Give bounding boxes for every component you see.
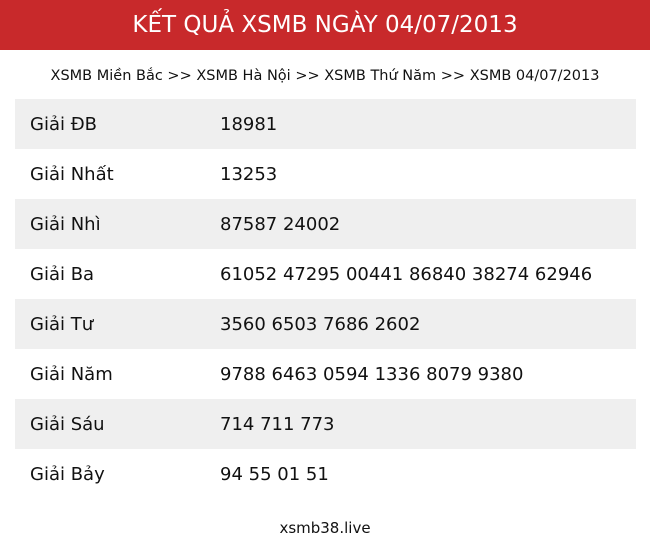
table-row: Giải Năm 9788 6463 0594 1336 8079 9380 bbox=[15, 349, 636, 399]
prize-label: Giải Tư bbox=[30, 313, 94, 335]
breadcrumb-separator: >> bbox=[440, 68, 466, 84]
breadcrumb-separator: >> bbox=[295, 68, 320, 84]
table-row: Giải Tư 3560 6503 7686 2602 bbox=[15, 299, 636, 349]
prize-label: Giải Bảy bbox=[30, 463, 105, 485]
results-table: Giải ĐB 18981 Giải Nhất 13253 Giải Nhì 8758… bbox=[15, 99, 636, 499]
table-row: Giải ĐB 18981 bbox=[15, 99, 636, 149]
prize-label: Giải Nhì bbox=[30, 213, 101, 235]
footer-site-name: xsmb38.live bbox=[279, 519, 371, 537]
prize-label: Giải Nhất bbox=[30, 163, 114, 185]
page-title: KẾT QUẢ XSMB NGÀY 04/07/2013 bbox=[0, 0, 650, 50]
prize-value: 13253 bbox=[220, 163, 278, 185]
prize-value: 94 55 01 51 bbox=[220, 463, 329, 485]
prize-value: 87587 24002 bbox=[220, 213, 341, 235]
prize-label: Giải ĐB bbox=[30, 113, 97, 135]
prize-label: Giải Ba bbox=[30, 263, 95, 285]
table-row: Giải Sáu 714 711 773 bbox=[15, 399, 636, 449]
prize-label: Giải Năm bbox=[30, 363, 113, 385]
breadcrumb-separator: >> bbox=[167, 68, 192, 84]
table-row: Giải Ba 61052 47295 00441 86840 38274 629… bbox=[15, 249, 636, 299]
prize-label: Giải Sáu bbox=[30, 413, 105, 435]
prize-value: 18981 bbox=[220, 113, 278, 135]
prize-value: 714 711 773 bbox=[220, 413, 335, 435]
breadcrumb-link-mien-bac[interactable]: XSMB Miền Bắc bbox=[50, 68, 163, 84]
breadcrumb-current-date[interactable]: XSMB 04/07/2013 bbox=[469, 68, 600, 84]
table-row: Giải Nhất 13253 bbox=[15, 149, 636, 199]
breadcrumb: XSMB Miền Bắc >> XSMB Hà Nội >> XSMB Thứ… bbox=[0, 65, 650, 87]
prize-value: 3560 6503 7686 2602 bbox=[220, 313, 421, 335]
prize-value: 61052 47295 00441 86840 38274 62946 bbox=[220, 263, 593, 285]
table-row: Giải Bảy 94 55 01 51 bbox=[15, 449, 636, 499]
table-row: Giải Nhì 87587 24002 bbox=[15, 199, 636, 249]
breadcrumb-link-ha-noi[interactable]: XSMB Hà Nội bbox=[196, 68, 291, 84]
breadcrumb-link-thu-nam[interactable]: XSMB Thứ Năm bbox=[324, 68, 437, 84]
prize-value: 9788 6463 0594 1336 8079 9380 bbox=[220, 363, 524, 385]
